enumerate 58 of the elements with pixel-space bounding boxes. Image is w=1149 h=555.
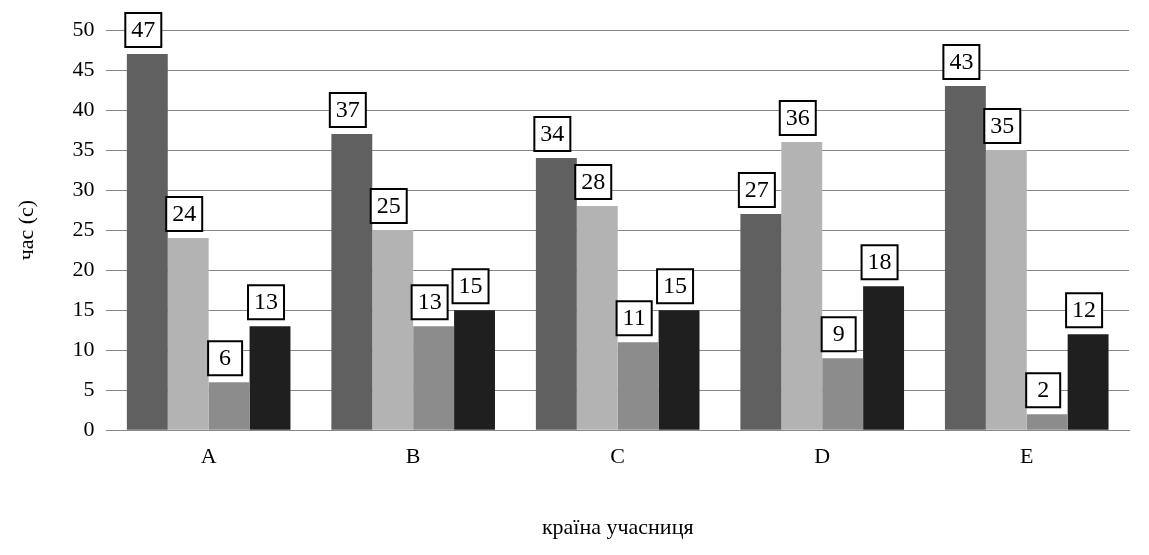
bar [576, 206, 618, 430]
bar [535, 158, 577, 430]
bar [985, 150, 1027, 430]
data-label: 13 [417, 288, 442, 315]
y-axis-title: час (с) [12, 199, 38, 261]
y-tick-label: 10 [72, 335, 95, 361]
data-label: 35 [990, 112, 1015, 139]
data-label: 47 [131, 16, 156, 43]
data-label: 37 [335, 96, 360, 123]
y-tick-label: 40 [72, 95, 95, 121]
data-label: 9 [832, 320, 845, 347]
x-axis-title: країна учасниця [541, 513, 694, 539]
y-tick-label: 25 [72, 215, 95, 241]
data-label: 27 [744, 176, 769, 203]
bar [249, 326, 291, 430]
y-tick-label: 50 [72, 15, 95, 41]
y-tick-label: 30 [72, 175, 95, 201]
bar [740, 214, 782, 430]
data-label: 18 [867, 248, 892, 275]
bar [1026, 414, 1068, 430]
y-tick-label: 20 [72, 255, 95, 281]
data-label: 43 [949, 48, 974, 75]
y-tick-label: 5 [83, 375, 95, 401]
y-tick-label: 15 [72, 295, 95, 321]
data-label: 2 [1037, 376, 1050, 403]
x-tick-label: D [814, 443, 831, 469]
bar [208, 382, 250, 430]
bar [167, 238, 209, 430]
bar [781, 142, 823, 430]
data-label: 6 [219, 344, 232, 371]
y-tick-label: 45 [72, 55, 95, 81]
data-label: 28 [581, 168, 606, 195]
data-label: 13 [254, 288, 279, 315]
data-label: 11 [622, 304, 646, 331]
bar [658, 310, 700, 430]
bar [126, 54, 168, 430]
bar [863, 286, 905, 430]
data-label: 15 [458, 272, 483, 299]
bar [822, 358, 864, 430]
y-tick-label: 35 [72, 135, 95, 161]
bar [413, 326, 455, 430]
x-tick-label: A [200, 443, 217, 469]
y-tick-label: 0 [83, 415, 95, 441]
x-tick-label: C [610, 443, 626, 469]
data-label: 12 [1072, 296, 1097, 323]
bar [454, 310, 495, 430]
data-label: 24 [172, 200, 197, 227]
x-tick-label: B [405, 443, 421, 469]
data-label: 15 [663, 272, 688, 299]
bar [331, 134, 373, 430]
bar [1067, 334, 1109, 430]
data-label: 34 [540, 120, 565, 147]
data-label: 25 [376, 192, 401, 219]
data-label: 36 [785, 104, 810, 131]
bar [617, 342, 659, 430]
bar [944, 86, 986, 430]
x-tick-label: E [1020, 443, 1034, 469]
bar [372, 230, 414, 430]
